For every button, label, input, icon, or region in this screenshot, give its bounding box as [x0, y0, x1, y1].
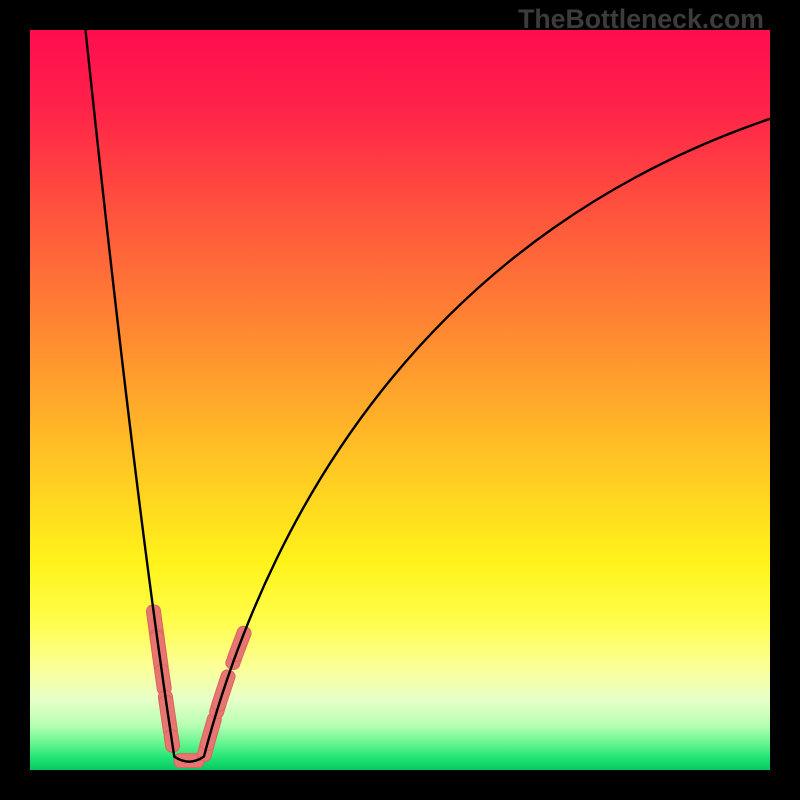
curve-layer: [30, 30, 770, 770]
watermark-text: TheBottleneck.com: [518, 4, 764, 35]
bottleneck-curve: [86, 30, 771, 762]
plot-area: [30, 30, 770, 770]
chart-frame: TheBottleneck.com: [0, 0, 800, 800]
